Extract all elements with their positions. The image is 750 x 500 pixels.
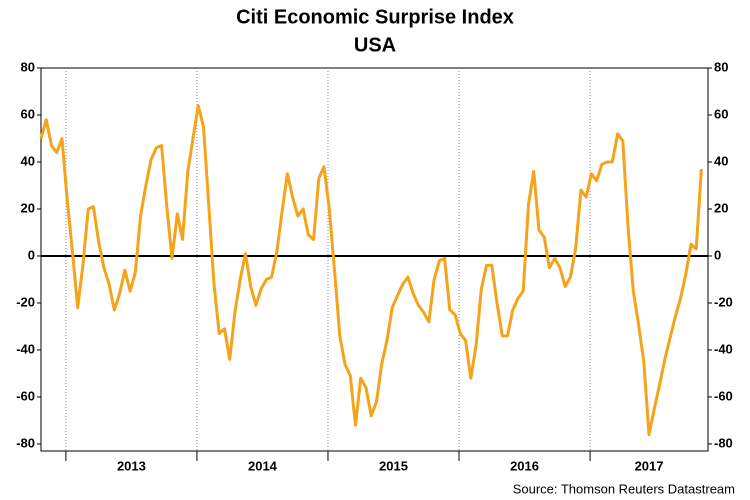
x-tick-label: 2014 [248,458,278,473]
y2-tick-label: 0 [714,247,721,262]
y-tick-label: -40 [16,341,35,356]
plot-frame [40,67,709,452]
source-note: Source: Thomson Reuters Datastream [513,481,735,496]
x-tick-label: 2013 [117,458,146,473]
y2-tick-label: 80 [714,59,728,74]
y2-tick-label: -80 [714,435,733,450]
chart-subtitle: USA [354,34,396,56]
y-tick-label: -60 [16,388,35,403]
y2-tick-label: -60 [714,388,733,403]
x-tick-label: 2017 [635,458,664,473]
y2-tick-label: 40 [714,153,728,168]
y-tick-label: 40 [21,153,35,168]
y2-tick-label: -20 [714,294,733,309]
y-tick-label: 20 [21,200,35,215]
y2-tick-label: -40 [714,341,733,356]
y-tick-label: 80 [21,59,35,74]
chart-title: Citi Economic Surprise Index [236,6,514,28]
x-tick-label: 2015 [379,458,408,473]
data-line [39,104,703,437]
y-tick-label: -80 [16,435,35,450]
y2-tick-label: 60 [714,106,728,121]
x-tick-label: 2016 [510,458,539,473]
y-tick-label: 0 [28,247,35,262]
y2-tick-label: 20 [714,200,728,215]
y-tick-label: -20 [16,294,35,309]
y-tick-label: 60 [21,106,35,121]
